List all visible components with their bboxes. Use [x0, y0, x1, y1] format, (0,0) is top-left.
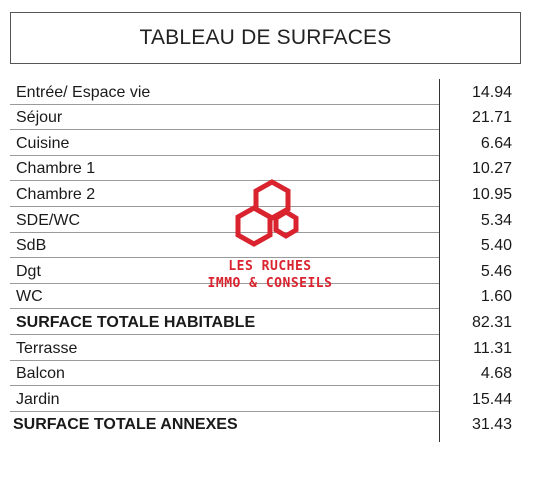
- row-divider: [10, 333, 439, 335]
- table-row: Entrée/ Espace vie 14.94: [10, 79, 521, 105]
- row-divider: [10, 359, 439, 361]
- column-divider: [439, 79, 440, 442]
- row-divider: [10, 385, 439, 387]
- row-label: Terrasse: [16, 339, 78, 357]
- row-value: 5.46: [480, 262, 512, 280]
- total-annexes-row: SURFACE TOTALE ANNEXES 31.43: [10, 412, 521, 438]
- row-label: SURFACE TOTALE HABITABLE: [16, 313, 256, 331]
- table-row: SDE/WC 5.34: [10, 207, 521, 233]
- hexagon-logo-icon: [235, 179, 299, 247]
- row-divider: [10, 282, 439, 284]
- row-label: SDE/WC: [16, 211, 80, 229]
- row-label: Chambre 1: [16, 160, 96, 178]
- row-value: 10.27: [471, 160, 512, 178]
- table-row: Cuisine 6.64: [10, 130, 521, 156]
- row-label: SURFACE TOTALE ANNEXES: [13, 416, 238, 434]
- table-row: Chambre 1 10.27: [10, 156, 521, 182]
- row-divider: [10, 257, 439, 259]
- surface-table: Entrée/ Espace vie 14.94 Séjour 21.71 Cu…: [10, 79, 521, 442]
- row-divider: [10, 129, 439, 131]
- row-value: 5.40: [480, 237, 512, 255]
- watermark-line-2: IMMO & CONSEILS: [207, 276, 333, 291]
- table-row: Dgt 5.46: [10, 258, 521, 284]
- row-value: 31.43: [471, 416, 512, 434]
- row-divider: [10, 205, 439, 207]
- total-habitable-row: SURFACE TOTALE HABITABLE 82.31: [10, 309, 521, 335]
- row-value: 15.44: [471, 390, 512, 408]
- row-label: Jardin: [16, 390, 60, 408]
- table-row: WC 1.60: [10, 284, 521, 310]
- table-row: Terrasse 11.31: [10, 335, 521, 361]
- row-value: 10.95: [471, 185, 512, 203]
- row-label: Séjour: [16, 109, 63, 127]
- table-title: TABLEAU DE SURFACES: [10, 12, 521, 64]
- row-divider: [10, 231, 439, 233]
- row-divider: [10, 154, 439, 156]
- watermark-text: LES RUCHES IMMO & CONSEILS: [200, 258, 340, 292]
- row-divider: [10, 308, 439, 310]
- row-value: 11.31: [473, 339, 512, 357]
- row-value: 82.31: [471, 313, 512, 331]
- table-row: SdB 5.40: [10, 233, 521, 259]
- row-label: Dgt: [16, 262, 41, 280]
- table-row: Séjour 21.71: [10, 105, 521, 131]
- table-row: Balcon 4.68: [10, 361, 521, 387]
- row-label: Balcon: [16, 365, 65, 383]
- row-divider: [10, 410, 439, 412]
- row-value: 14.94: [471, 83, 512, 101]
- row-value: 5.34: [480, 211, 512, 229]
- row-value: 1.60: [480, 288, 512, 306]
- row-label: SdB: [16, 237, 47, 255]
- row-divider: [10, 180, 439, 182]
- row-label: Chambre 2: [16, 185, 96, 203]
- row-value: 21.71: [471, 109, 512, 127]
- row-value: 6.64: [480, 134, 512, 152]
- watermark-line-1: LES RUCHES: [228, 259, 312, 274]
- row-value: 4.68: [480, 365, 512, 383]
- table-row: Jardin 15.44: [10, 386, 521, 412]
- table-row: Chambre 2 10.95: [10, 181, 521, 207]
- row-label: WC: [16, 288, 43, 306]
- row-divider: [10, 103, 439, 105]
- row-label: Entrée/ Espace vie: [16, 83, 151, 101]
- row-label: Cuisine: [16, 134, 70, 152]
